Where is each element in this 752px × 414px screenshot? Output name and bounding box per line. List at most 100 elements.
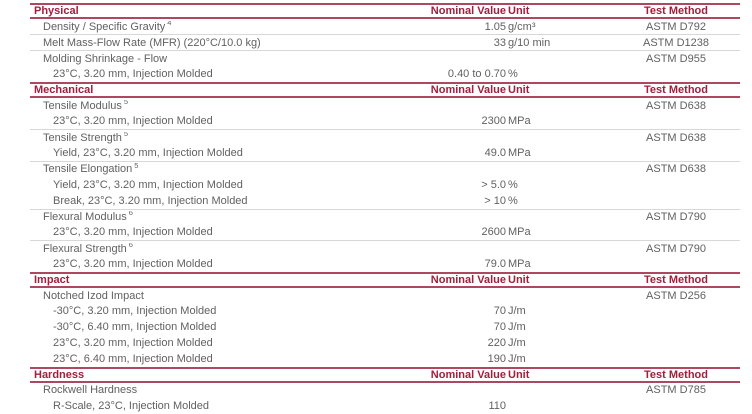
unit: MPa <box>508 147 531 160</box>
unit: MPa <box>508 115 531 128</box>
test-method-header: Test Method <box>644 4 708 17</box>
unit-header: Unit <box>508 368 530 381</box>
nominal-value: > 10 <box>484 194 506 207</box>
footnote-marker: 5 <box>123 131 129 139</box>
condition-label: -30°C, 6.40 mm, Injection Molded <box>53 321 217 334</box>
condition-cell: Break, 23°C, 3.20 mm, Injection Molded <box>30 195 380 207</box>
footnote-marker: 6 <box>128 211 133 218</box>
table-row: 23°C, 3.20 mm, Injection Molded 2300 MPa <box>30 113 740 129</box>
test-method-header: Test Method <box>644 273 708 286</box>
table-row: Yield, 23°C, 3.20 mm, Injection Molded 49… <box>30 145 740 161</box>
table-row: Yield, 23°C, 3.20 mm, Injection Molded > … <box>30 177 740 193</box>
section-hardness: Hardness Nominal Value Unit Test Method Rock… <box>30 366 740 414</box>
nominal-value: 1.05 <box>484 20 506 33</box>
condition-label: Yield, 23°C, 3.20 mm, Injection Molded <box>53 147 243 160</box>
property-cell: Molding Shrinkage - Flow <box>30 53 380 65</box>
property-group: Density / Specific Gravity 4 1.05 g/cm³ ASTM… <box>30 19 740 35</box>
table-row: Tensile Modulus 5 ASTM D638 <box>30 98 740 114</box>
condition-label: 23°C, 3.20 mm, Injection Molded <box>53 226 213 239</box>
nominal-value-header: Nominal Value <box>430 368 506 381</box>
unit: % <box>508 68 518 81</box>
unit: g/cm³ <box>508 20 536 33</box>
section-mechanical: Mechanical Nominal Value Unit Test Method Te… <box>30 82 740 272</box>
table-row: Tensile Strength 5 ASTM D638 <box>30 129 740 145</box>
unit: J/m <box>508 305 526 318</box>
table-row: Flexural Modulus 6 ASTM D790 <box>30 208 740 225</box>
condition-cell: 23°C, 6.40 mm, Injection Molded <box>30 353 380 365</box>
condition-cell: 23°C, 3.20 mm, Injection Molded <box>30 115 380 127</box>
section-header: Impact Nominal Value Unit Test Method <box>30 272 740 288</box>
section-title: Physical <box>34 4 79 17</box>
property-cell: Notched Izod Impact <box>30 290 380 302</box>
footnote-marker: 6 <box>128 242 133 250</box>
condition-cell: -30°C, 6.40 mm, Injection Molded <box>30 321 380 333</box>
section-header: Mechanical Nominal Value Unit Test Method <box>30 82 740 98</box>
property-cell: Tensile Modulus 5 <box>30 100 380 112</box>
condition-label: 23°C, 3.20 mm, Injection Molded <box>53 68 213 81</box>
table-row: -30°C, 6.40 mm, Injection Molded 70 J/m <box>30 319 740 335</box>
footnote-marker: 5 <box>123 99 129 106</box>
condition-label: 23°C, 6.40 mm, Injection Molded <box>53 353 213 366</box>
nominal-value: 110 <box>488 400 506 413</box>
unit: J/m <box>508 337 526 350</box>
property-group: Flexural Strength 6 ASTM D790 23°C, 3.20 mm… <box>30 240 740 272</box>
nominal-value-header: Nominal Value <box>430 273 506 286</box>
footnote-marker: 4 <box>167 20 172 27</box>
condition-label: 23°C, 3.20 mm, Injection Molded <box>53 337 213 350</box>
table-row: Notched Izod Impact ASTM D256 <box>30 288 740 304</box>
table-row: Tensile Elongation 5 ASTM D638 <box>30 161 740 177</box>
property-group: Notched Izod Impact ASTM D256 -30°C, 3.20 … <box>30 288 740 367</box>
condition-label: -30°C, 3.20 mm, Injection Molded <box>53 305 217 318</box>
test-method: ASTM D256 <box>646 289 706 302</box>
table-row: Melt Mass-Flow Rate (MFR) (220°C/10.0 kg… <box>30 34 740 50</box>
section-header: Physical Nominal Value Unit Test Method <box>30 3 740 19</box>
nominal-value: 70 <box>493 321 506 334</box>
property-group: Tensile Modulus 5 ASTM D638 23°C, 3.20 mm, … <box>30 98 740 130</box>
nominal-value-header: Nominal Value <box>430 83 506 96</box>
property-label: Tensile Modulus <box>43 99 122 112</box>
condition-cell: R-Scale, 23°C, Injection Molded <box>30 400 380 412</box>
table-row: R-Scale, 23°C, Injection Molded 110 <box>30 398 740 414</box>
test-method: ASTM D638 <box>646 163 706 176</box>
test-method: ASTM D792 <box>646 20 706 33</box>
property-label: Melt Mass-Flow Rate (MFR) (220°C/10.0 kg… <box>43 36 261 49</box>
condition-label: Yield, 23°C, 3.20 mm, Injection Molded <box>53 178 243 191</box>
test-method: ASTM D790 <box>646 242 706 255</box>
property-cell: Melt Mass-Flow Rate (MFR) (220°C/10.0 kg… <box>30 37 380 49</box>
table-row: Molding Shrinkage - Flow ASTM D955 <box>30 50 740 66</box>
unit: % <box>508 178 518 191</box>
unit: % <box>508 194 518 207</box>
property-cell: Density / Specific Gravity 4 <box>30 21 380 33</box>
property-group: Tensile Elongation 5 ASTM D638 Yield, 23°C,… <box>30 161 740 209</box>
condition-label: 23°C, 3.20 mm, Injection Molded <box>53 115 213 128</box>
property-cell: Tensile Strength 5 <box>30 132 380 144</box>
nominal-value: 49.0 <box>484 147 506 160</box>
nominal-value: 2600 <box>481 226 506 239</box>
unit: J/m <box>508 353 526 366</box>
property-group: Rockwell Hardness ASTM D785 R-Scale, 23°C,… <box>30 383 740 414</box>
section-title: Hardness <box>34 368 85 381</box>
unit-header: Unit <box>508 4 530 17</box>
property-group: Flexural Modulus 6 ASTM D790 23°C, 3.20 mm,… <box>30 208 740 241</box>
section-title: Impact <box>34 273 70 286</box>
nominal-value: 0.40 to 0.70 <box>447 68 506 81</box>
property-cell: Rockwell Hardness <box>30 384 380 396</box>
nominal-value: 33 <box>493 36 506 49</box>
unit: MPa <box>508 226 531 239</box>
property-cell: Flexural Strength 6 <box>30 243 380 255</box>
unit: g/10 min <box>508 36 551 49</box>
nominal-value: 220 <box>487 337 506 350</box>
test-method: ASTM D790 <box>646 211 706 224</box>
condition-label: Break, 23°C, 3.20 mm, Injection Molded <box>53 194 248 207</box>
test-method: ASTM D1238 <box>642 36 710 49</box>
property-label: Tensile Elongation <box>43 163 133 176</box>
test-method-header: Test Method <box>644 83 708 96</box>
section-header: Hardness Nominal Value Unit Test Method <box>30 366 740 383</box>
nominal-value: > 5.0 <box>481 178 506 191</box>
condition-cell: 23°C, 3.20 mm, Injection Molded <box>30 68 380 80</box>
unit: MPa <box>508 258 531 271</box>
table-row: 23°C, 6.40 mm, Injection Molded 190 J/m <box>30 351 740 367</box>
section-physical: Physical Nominal Value Unit Test Method Dens… <box>30 3 740 82</box>
property-label: Flexural Strength <box>43 242 127 255</box>
datasheet-table: Physical Nominal Value Unit Test Method Dens… <box>30 3 740 414</box>
